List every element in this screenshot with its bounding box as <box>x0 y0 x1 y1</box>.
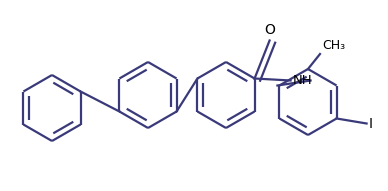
Text: CH₃: CH₃ <box>322 39 345 52</box>
Text: I: I <box>369 117 372 130</box>
Text: O: O <box>264 23 275 36</box>
Text: NH: NH <box>293 74 312 87</box>
